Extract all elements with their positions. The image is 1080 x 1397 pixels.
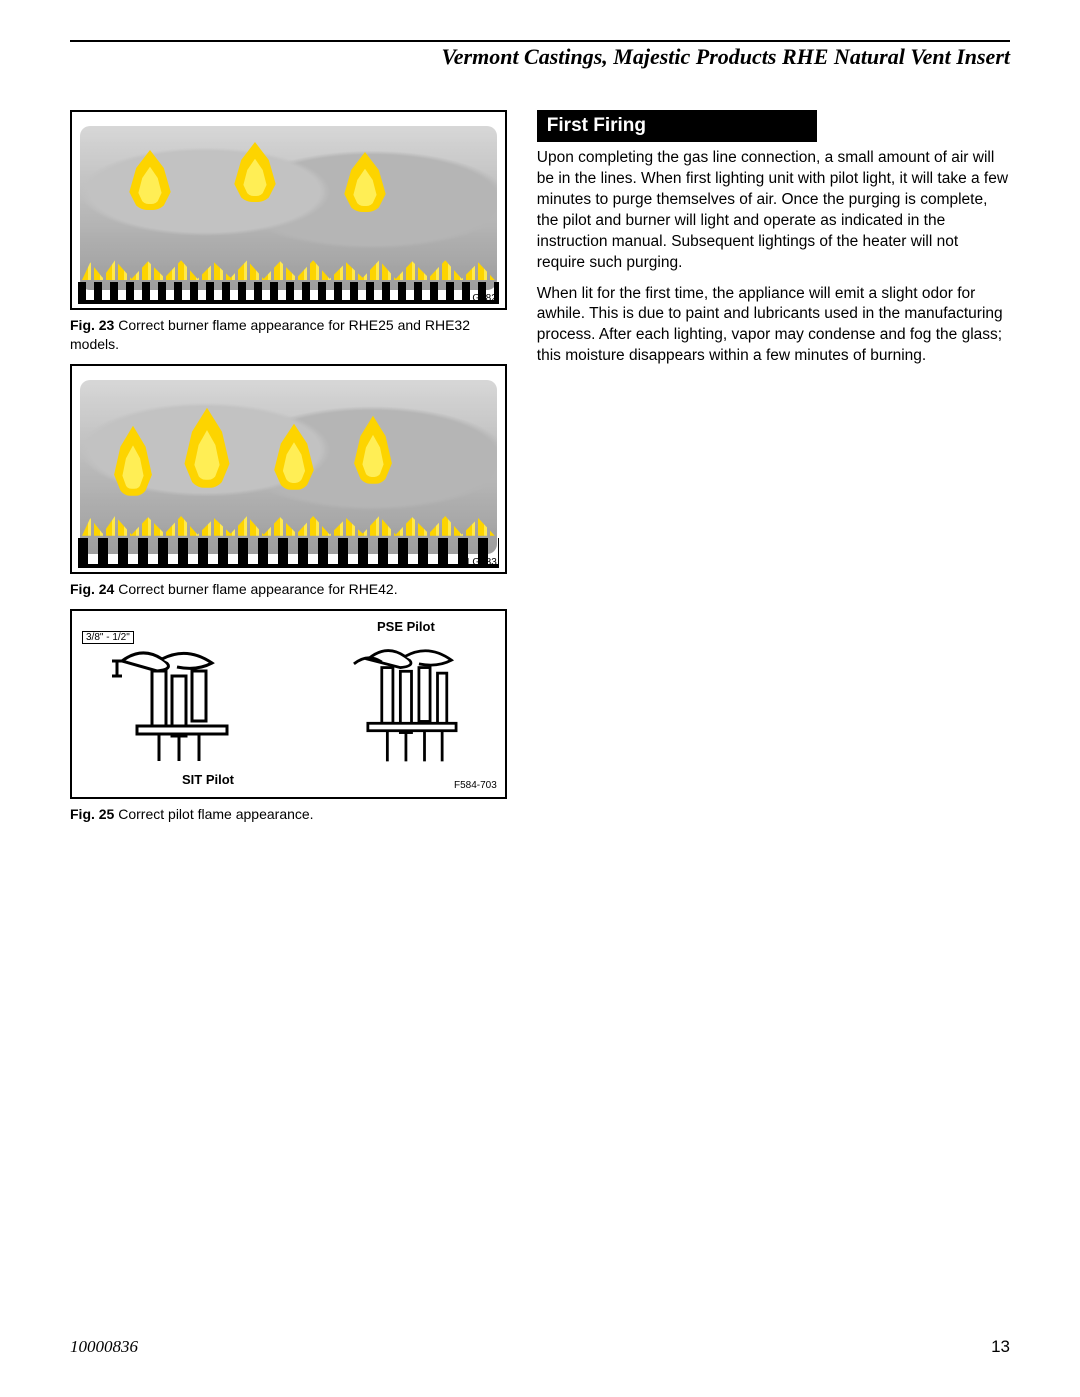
caption-text: Correct burner flame appearance for RHE2… bbox=[70, 317, 470, 352]
right-column: First Firing Upon completing the gas lin… bbox=[537, 110, 1010, 824]
figure-24-caption: Fig. 24 Correct burner flame appearance … bbox=[70, 580, 507, 599]
pse-pilot-label: PSE Pilot bbox=[377, 619, 435, 634]
header-rule bbox=[70, 40, 1010, 42]
log-grate bbox=[78, 538, 499, 568]
log-grate bbox=[78, 282, 499, 304]
document-page: Vermont Castings, Majestic Products RHE … bbox=[0, 0, 1080, 1397]
page-number: 13 bbox=[991, 1337, 1010, 1357]
page-header-title: Vermont Castings, Majestic Products RHE … bbox=[70, 44, 1010, 70]
figure-25-box: 3/8" - 1/2" PSE Pilot SIT Pilot bbox=[70, 609, 507, 799]
figure-code: LG282 bbox=[467, 293, 497, 304]
figure-code: LG283 bbox=[467, 557, 497, 568]
caption-bold: Fig. 24 bbox=[70, 581, 114, 597]
caption-bold: Fig. 25 bbox=[70, 806, 114, 822]
caption-text: Correct burner flame appearance for RHE4… bbox=[114, 581, 397, 597]
sit-pilot-diagram bbox=[102, 641, 262, 771]
pse-pilot-diagram bbox=[325, 636, 485, 766]
page-footer: 10000836 13 bbox=[70, 1337, 1010, 1357]
figure-25-caption: Fig. 25 Correct pilot flame appearance. bbox=[70, 805, 507, 824]
section-heading: First Firing bbox=[537, 110, 817, 142]
body-paragraph-2: When lit for the first time, the applian… bbox=[537, 284, 1010, 368]
sit-pilot-label: SIT Pilot bbox=[182, 772, 234, 787]
figure-code: F584-703 bbox=[454, 780, 497, 791]
caption-text: Correct pilot flame appearance. bbox=[114, 806, 313, 822]
document-number: 10000836 bbox=[70, 1337, 138, 1357]
body-paragraph-1: Upon completing the gas line connection,… bbox=[537, 148, 1010, 274]
figure-24-box: LG283 bbox=[70, 364, 507, 574]
caption-bold: Fig. 23 bbox=[70, 317, 114, 333]
figure-23-box: LG282 bbox=[70, 110, 507, 310]
figure-23-caption: Fig. 23 Correct burner flame appearance … bbox=[70, 316, 507, 354]
left-column: LG282 Fig. 23 Correct burner flame appea… bbox=[70, 110, 507, 824]
content-columns: LG282 Fig. 23 Correct burner flame appea… bbox=[70, 110, 1010, 824]
